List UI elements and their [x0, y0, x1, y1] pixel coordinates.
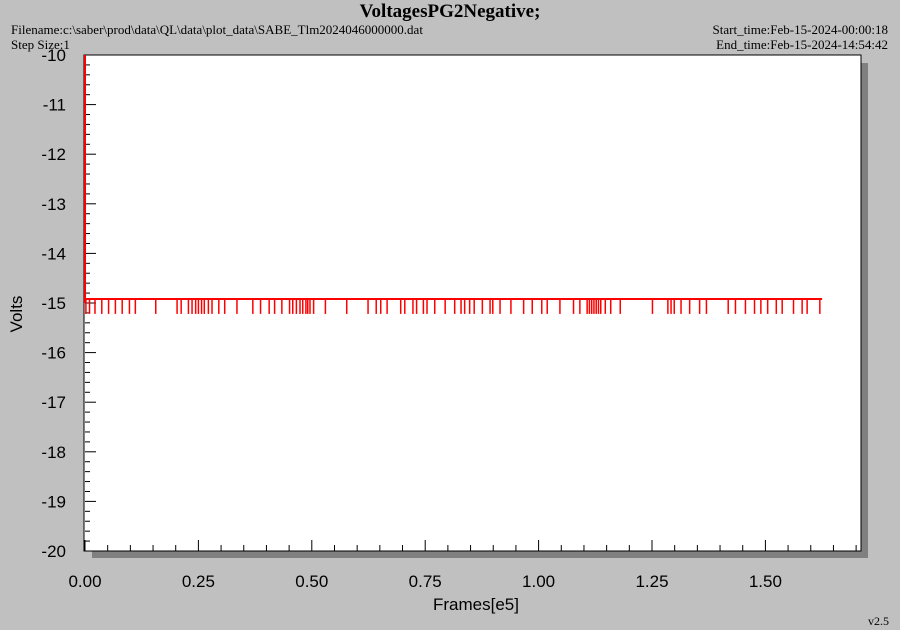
chart-title: VoltagesPG2Negative; — [359, 1, 541, 22]
x-tick-label: 0.00 — [68, 572, 101, 591]
end-time-label: End_time:Feb-15-2024-14:54:42 — [716, 37, 888, 52]
y-tick-labels: -10 -11 -12 -13 -14 -15 -16 -17 -18 -19 -20 — [41, 46, 66, 561]
tick-marks — [84, 54, 857, 552]
x-tick-label: 1.25 — [635, 572, 668, 591]
x-tick-label: 0.75 — [409, 572, 442, 591]
x-axis-label: Frames[e5] — [433, 595, 519, 614]
x-tick-labels: 0.00 0.25 0.50 0.75 1.00 1.25 1.50 — [68, 572, 781, 591]
y-axis-label: Volts — [7, 296, 26, 333]
start-time-label: Start_time:Feb-15-2024-00:00:18 — [712, 22, 888, 37]
y-tick-label: -12 — [41, 145, 66, 164]
y-tick-label: -19 — [41, 492, 66, 511]
y-tick-label: -13 — [41, 195, 66, 214]
y-tick-label: -15 — [41, 294, 66, 313]
y-tick-label: -14 — [41, 244, 66, 263]
x-tick-label: 1.50 — [749, 572, 782, 591]
y-tick-label: -16 — [41, 344, 66, 363]
y-tick-label: -17 — [41, 393, 66, 412]
y-tick-label: -18 — [41, 443, 66, 462]
y-tick-label: -10 — [41, 46, 66, 65]
x-tick-label: 0.50 — [295, 572, 328, 591]
plot-area — [83, 54, 862, 552]
series-voltage — [84, 55, 823, 314]
version-label: v2.5 — [868, 614, 889, 628]
x-tick-label: 0.25 — [182, 572, 215, 591]
y-tick-label: -11 — [43, 96, 66, 115]
y-tick-label: -20 — [41, 542, 66, 561]
step-size-label: Step Size:1 — [11, 37, 70, 52]
filename-label: Filename:c:\saber\prod\data\QL\data\plot… — [11, 22, 423, 37]
x-tick-label: 1.00 — [522, 572, 555, 591]
